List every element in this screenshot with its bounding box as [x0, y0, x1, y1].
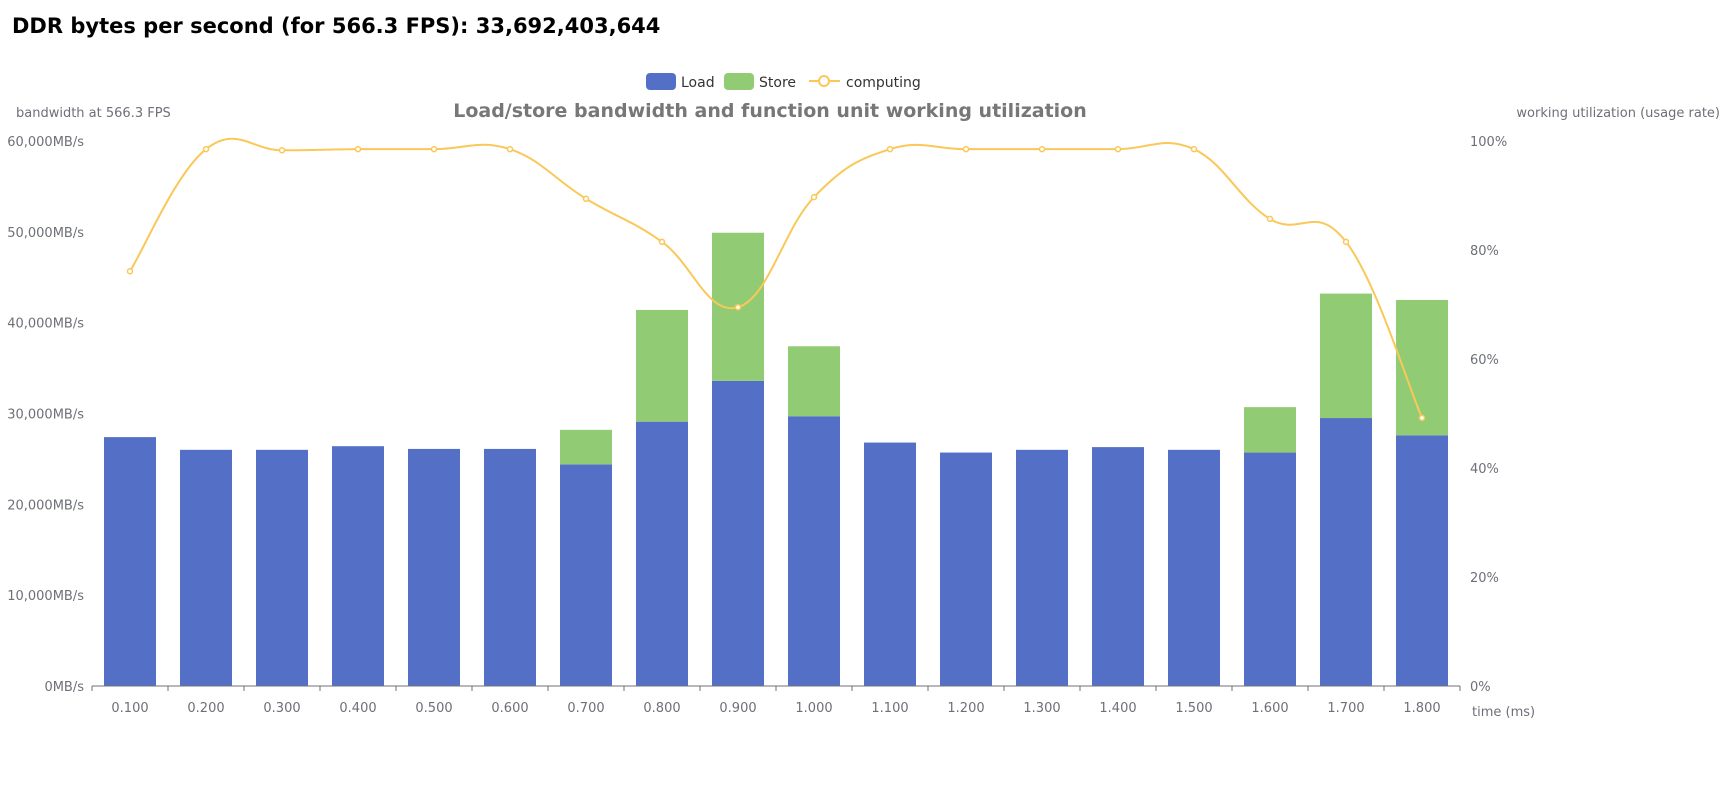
y2-tick-label: 40% [1470, 462, 1499, 477]
y2-tick-label: 20% [1470, 571, 1499, 586]
y-tick-label: 40,000MB/s [7, 317, 84, 332]
ddr-bandwidth-header: DDR bytes per second (for 566.3 FPS): 33… [12, 14, 661, 38]
load-bar [1396, 435, 1448, 686]
load-bar [332, 446, 384, 686]
legend-computing-label: computing [846, 75, 921, 91]
store-bar [1396, 299, 1448, 436]
legend-store-swatch[interactable] [724, 73, 754, 90]
computing-point [1190, 145, 1198, 153]
legend-store-label: Store [759, 75, 796, 91]
load-bar [712, 380, 764, 686]
x-tick-label: 0.900 [719, 701, 756, 716]
y2-tick-label: 60% [1470, 353, 1499, 368]
x-tick-label: 1.300 [1023, 701, 1060, 716]
x-tick-label: 0.400 [339, 701, 376, 716]
x-tick-label: 0.700 [567, 701, 604, 716]
load-bar [788, 416, 840, 686]
y-tick-label: 10,000MB/s [7, 589, 84, 604]
computing-point [202, 145, 210, 153]
load-bar [560, 464, 612, 686]
store-bar [1244, 407, 1296, 453]
x-tick-label: 1.100 [871, 701, 908, 716]
x-tick-label: 1.500 [1175, 701, 1212, 716]
load-bar [180, 449, 232, 686]
legend-load-swatch[interactable] [646, 73, 676, 90]
load-bar [636, 421, 688, 686]
y2-axis-name: working utilization (usage rate) [1516, 106, 1720, 121]
y-axis-name: bandwidth at 566.3 FPS [16, 106, 171, 121]
computing-point [430, 145, 438, 153]
y-tick-label: 50,000MB/s [7, 226, 84, 241]
x-tick-label: 0.200 [187, 701, 224, 716]
legend-computing-icon [818, 75, 830, 87]
x-tick-label: 0.100 [111, 701, 148, 716]
computing-point [658, 238, 666, 246]
y-tick-label: 30,000MB/s [7, 408, 84, 423]
store-bar [788, 346, 840, 417]
x-tick-label: 1.200 [947, 701, 984, 716]
y-tick-label: 20,000MB/s [7, 498, 84, 513]
load-bar [864, 442, 916, 686]
load-bar [940, 452, 992, 686]
computing-point [1342, 238, 1350, 246]
load-bar [1168, 449, 1220, 686]
x-tick-label: 1.000 [795, 701, 832, 716]
x-tick-label: 0.300 [263, 701, 300, 716]
computing-point [1418, 414, 1426, 422]
computing-point [810, 193, 818, 201]
computing-point [886, 145, 894, 153]
x-axis-name: time (ms) [1472, 705, 1535, 720]
load-bar [256, 449, 308, 686]
x-tick-label: 1.700 [1327, 701, 1364, 716]
computing-point [506, 145, 514, 153]
load-bar [1320, 418, 1372, 686]
computing-point [582, 195, 590, 203]
x-tick-label: 1.600 [1251, 701, 1288, 716]
y2-tick-label: 80% [1470, 244, 1499, 259]
computing-point [1038, 145, 1046, 153]
store-bar [1320, 293, 1372, 419]
computing-point [278, 147, 286, 154]
computing-point [354, 145, 362, 153]
x-tick-label: 0.500 [415, 701, 452, 716]
store-bar [636, 309, 688, 422]
store-bar [560, 429, 612, 465]
computing-point [734, 303, 742, 311]
load-bar [1016, 449, 1068, 686]
y-tick-label: 0MB/s [44, 680, 84, 695]
load-bar [104, 437, 156, 686]
load-bar [484, 448, 536, 686]
computing-point [962, 145, 970, 153]
computing-line [129, 137, 1423, 419]
y-tick-label: 60,000MB/s [7, 135, 84, 150]
x-tick-label: 0.600 [491, 701, 528, 716]
computing-point [126, 268, 134, 275]
computing-point [1114, 145, 1122, 153]
load-bar [408, 448, 460, 686]
y2-tick-label: 100% [1470, 135, 1507, 150]
load-bar [1244, 452, 1296, 686]
x-tick-label: 0.800 [643, 701, 680, 716]
legend-load-label: Load [681, 75, 715, 91]
load-bar [1092, 447, 1144, 686]
computing-point [1266, 215, 1274, 223]
x-tick-label: 1.400 [1099, 701, 1136, 716]
chart-title: Load/store bandwidth and function unit w… [453, 100, 1087, 122]
x-tick-label: 1.800 [1403, 701, 1440, 716]
y2-tick-label: 0% [1470, 680, 1491, 695]
